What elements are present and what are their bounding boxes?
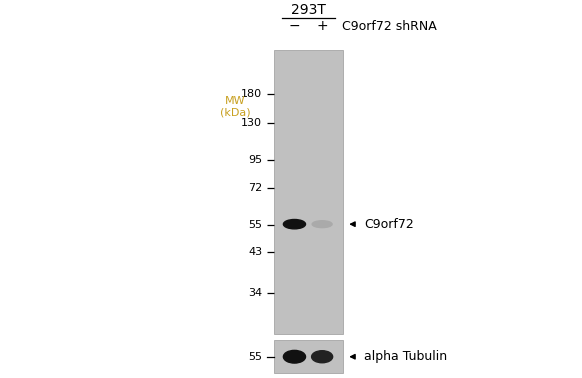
Bar: [274, 340, 343, 373]
Ellipse shape: [312, 221, 332, 228]
Text: +: +: [316, 19, 328, 33]
Text: 293T: 293T: [291, 3, 326, 17]
Text: MW
(kDa): MW (kDa): [220, 96, 250, 118]
Text: 55: 55: [248, 352, 262, 362]
Ellipse shape: [311, 351, 333, 363]
Text: 130: 130: [241, 118, 262, 128]
Text: C9orf72 shRNA: C9orf72 shRNA: [342, 20, 437, 33]
Text: 43: 43: [248, 247, 262, 257]
Text: alpha Tubulin: alpha Tubulin: [364, 350, 448, 363]
Text: C9orf72: C9orf72: [364, 218, 414, 231]
Bar: [274, 50, 343, 334]
Text: 180: 180: [241, 89, 262, 99]
Text: −: −: [289, 19, 300, 33]
Ellipse shape: [283, 350, 306, 363]
Text: 34: 34: [248, 288, 262, 298]
Text: 55: 55: [248, 220, 262, 230]
Ellipse shape: [283, 220, 306, 229]
Text: 95: 95: [248, 155, 262, 164]
Text: 72: 72: [248, 183, 262, 193]
